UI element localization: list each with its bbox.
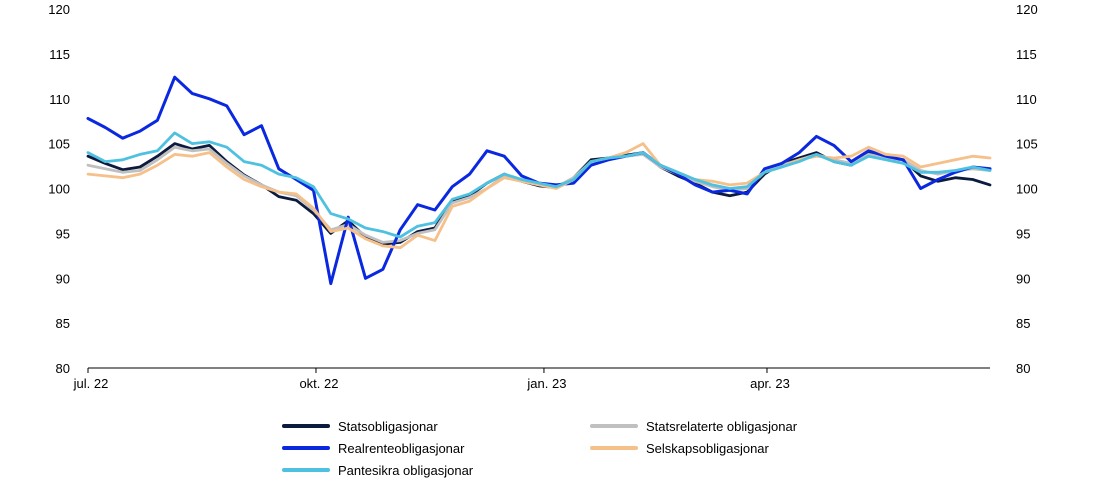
x-axis-ticks: jul. 22 okt. 22 jan. 23 apr. 23 xyxy=(73,368,790,391)
left-y-tick-label: 85 xyxy=(56,316,70,331)
legend-label: Statsobligasjonar xyxy=(338,418,438,434)
left-y-tick-label: 105 xyxy=(48,137,70,152)
series-line-selskapsobligasjonar xyxy=(86,142,992,250)
legend-item: Realrenteobligasjonar xyxy=(282,437,464,459)
left-y-tick-label: 115 xyxy=(49,47,70,62)
legend-swatch xyxy=(282,468,330,472)
legend-swatch xyxy=(590,446,638,450)
series-line-pantesikra-obligasjonar xyxy=(86,131,992,239)
left-y-tick-label: 80 xyxy=(56,361,70,376)
left-y-tick-label: 110 xyxy=(49,92,70,107)
right-y-tick-label: 80 xyxy=(1016,361,1030,376)
legend-item: Statsobligasjonar xyxy=(282,415,438,437)
right-y-tick-label: 90 xyxy=(1016,271,1030,286)
series-line-statsrelaterte-obligasjonar xyxy=(86,145,992,244)
right-y-axis-ticks: 80 85 90 95 100 105 110 115 120 xyxy=(1016,2,1038,376)
left-y-tick-label: 90 xyxy=(56,271,70,286)
x-tick-label: okt. 22 xyxy=(299,376,338,391)
x-tick-label: jul. 22 xyxy=(73,376,109,391)
left-y-tick-label: 120 xyxy=(48,2,70,17)
series-line-realrenteobligasjonar xyxy=(86,75,992,286)
x-tick-label: apr. 23 xyxy=(750,376,790,391)
legend-item: Statsrelaterte obligasjonar xyxy=(590,415,797,437)
legend-swatch xyxy=(282,446,330,450)
left-y-axis-ticks: 80 85 90 95 100 105 110 115 120 xyxy=(48,2,70,376)
legend-label: Statsrelaterte obligasjonar xyxy=(646,418,798,434)
right-y-tick-label: 115 xyxy=(1016,47,1037,62)
left-y-tick-label: 95 xyxy=(56,226,70,241)
right-y-tick-label: 100 xyxy=(1016,182,1038,197)
legend-swatch xyxy=(590,424,638,428)
right-y-tick-label: 85 xyxy=(1016,316,1030,331)
legend-label: Realrenteobligasjonar xyxy=(338,440,465,456)
legend-swatch xyxy=(282,424,330,428)
left-y-tick-label: 100 xyxy=(48,182,70,197)
legend-label: Pantesikra obligasjonar xyxy=(338,462,474,478)
x-tick-label: jan. 23 xyxy=(526,376,566,391)
series-layer xyxy=(86,75,992,286)
legend-label: Selskapsobligasjonar xyxy=(646,440,769,456)
right-y-tick-label: 95 xyxy=(1016,226,1030,241)
right-y-tick-label: 105 xyxy=(1016,137,1038,152)
right-y-tick-label: 110 xyxy=(1016,92,1037,107)
legend-item: Selskapsobligasjonar xyxy=(590,437,769,459)
line-chart: 80 85 90 95 100 105 110 115 120 80 85 90 95 100 105 11… xyxy=(48,2,1038,391)
right-y-tick-label: 120 xyxy=(1016,2,1038,17)
legend-item: Pantesikra obligasjonar xyxy=(282,459,473,481)
